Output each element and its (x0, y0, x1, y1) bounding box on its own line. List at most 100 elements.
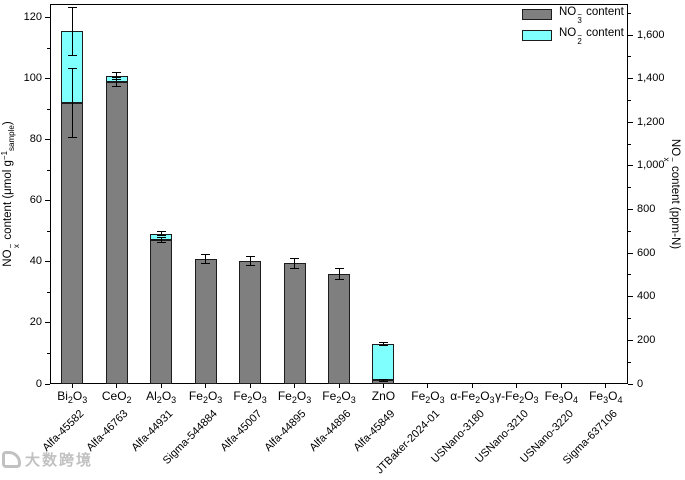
x-axis-tick (160, 384, 162, 388)
category-catalog-label: Alfa-44896 (307, 407, 354, 454)
error-bar-cap (378, 342, 388, 344)
right-axis-title: NO − x content (ppm-N) (662, 138, 681, 250)
left-axis-tick-label: 100 (23, 72, 42, 85)
category-catalog-label: Alfa-44895 (262, 407, 309, 454)
error-bar-cap (201, 254, 211, 256)
legend: NO −3 content NO −2 content (522, 5, 624, 50)
left-axis-tick-label: 0 (35, 377, 42, 390)
stacked-sup-sub: − x (662, 157, 677, 162)
watermark-logo-icon (2, 451, 21, 468)
error-bar-cap (245, 265, 255, 267)
bar-segment-no3 (194, 258, 217, 384)
error-bar-cap (156, 234, 166, 236)
x-axis-tick (516, 384, 518, 388)
right-axis-minor-tick (628, 100, 631, 102)
error-bar-cap (245, 255, 255, 257)
left-axis-minor-tick (47, 352, 50, 354)
bar-segment-no3 (150, 239, 173, 384)
error-bar-cap (334, 268, 344, 270)
watermark-text: 大数跨境 (25, 452, 94, 469)
error-bar-cap (156, 231, 166, 233)
error-bar-cap (290, 258, 300, 260)
legend-entry: NO −3 content (522, 5, 624, 25)
stacked-sup-sub: −2 (577, 30, 582, 46)
right-axis-major-tick (628, 34, 633, 36)
category-formula-label: ZnO (371, 389, 396, 403)
left-axis-tick-label: 40 (29, 255, 42, 268)
right-axis-minor-tick (628, 187, 631, 189)
left-axis-major-tick (45, 383, 50, 385)
left-axis-major-tick (45, 261, 50, 263)
right-axis-minor-tick (628, 56, 631, 58)
left-axis-major-tick (45, 17, 50, 19)
right-axis-tick-label: 600 (637, 246, 656, 259)
x-axis-tick (560, 384, 562, 388)
left-axis-minor-tick (47, 291, 50, 293)
right-axis-major-tick (628, 252, 633, 254)
x-axis-tick (471, 384, 473, 388)
bar-segment-no3 (105, 81, 128, 384)
right-axis-tick-label: 1,600 (637, 28, 665, 41)
error-bar-line (382, 342, 384, 346)
error-bar-cap (67, 137, 77, 139)
x-axis-tick (382, 384, 384, 388)
x-axis-tick (338, 384, 340, 388)
category-formula-label: γ-Fe2O3 (495, 389, 539, 405)
error-bar-cap (201, 262, 211, 264)
error-bar-cap (112, 71, 122, 73)
right-axis-minor-tick (628, 274, 631, 276)
stacked-sup-sub: −3 (577, 9, 582, 25)
legend-swatch (522, 30, 552, 41)
watermark: 大数跨境 (2, 449, 93, 470)
right-axis-major-tick (628, 209, 633, 211)
category-formula-label: α-Fe2O3 (450, 389, 495, 405)
bar-segment-no3 (283, 263, 306, 384)
left-axis-tick-label: 80 (29, 133, 42, 146)
error-bar-cap (112, 78, 122, 80)
right-axis-tick-label: 1,200 (637, 115, 665, 128)
error-bar-line (338, 268, 340, 280)
error-bar-cap (378, 381, 388, 383)
category-formula-label: Fe2O3 (233, 389, 267, 405)
right-axis-tick-label: 200 (637, 333, 656, 346)
error-bar-cap (156, 236, 166, 238)
right-axis-tick-label: 800 (637, 203, 656, 216)
error-bar-cap (156, 241, 166, 243)
left-axis-minor-tick (47, 47, 50, 49)
category-catalog-label: Alfa-45582 (40, 407, 87, 454)
category-catalog-label: Alfa-46763 (84, 407, 131, 454)
category-formula-label: CeO2 (101, 389, 132, 405)
error-bar-line (71, 7, 73, 56)
left-axis-tick-label: 60 (29, 194, 42, 207)
right-axis-tick-label: 1,400 (637, 72, 665, 85)
stacked-sup-sub: − x (6, 243, 21, 249)
left-axis-tick-label: 20 (29, 316, 42, 329)
error-bar-line (249, 256, 251, 266)
left-axis-minor-tick (47, 169, 50, 171)
x-axis-tick (205, 384, 207, 388)
left-axis-minor-tick (47, 108, 50, 110)
right-axis-tick-label: 0 (637, 377, 644, 390)
right-axis-minor-tick (628, 230, 631, 232)
left-axis-minor-tick (47, 230, 50, 232)
right-axis-major-tick (628, 121, 633, 123)
category-formula-label: Fe2O3 (277, 389, 312, 405)
error-bar-line (116, 72, 118, 80)
error-bar-line (160, 237, 162, 243)
category-formula-label: Fe2O3 (188, 389, 223, 405)
right-axis-tick-label: 400 (637, 290, 656, 303)
error-bar-line (116, 77, 118, 87)
x-axis-tick (249, 384, 251, 388)
right-axis-major-tick (628, 383, 633, 385)
legend-swatch (522, 9, 552, 20)
category-catalog-label: Alfa-45849 (351, 407, 398, 454)
left-axis-tick-label: 120 (23, 11, 42, 24)
legend-label: NO −3 content (559, 5, 624, 25)
right-axis-major-tick (628, 339, 633, 341)
left-axis-major-tick (45, 78, 50, 80)
left-axis-major-tick (45, 139, 50, 141)
x-axis-tick (605, 384, 607, 388)
right-axis-minor-tick (628, 12, 631, 14)
category-formula-label: Fe2O3 (322, 389, 356, 405)
